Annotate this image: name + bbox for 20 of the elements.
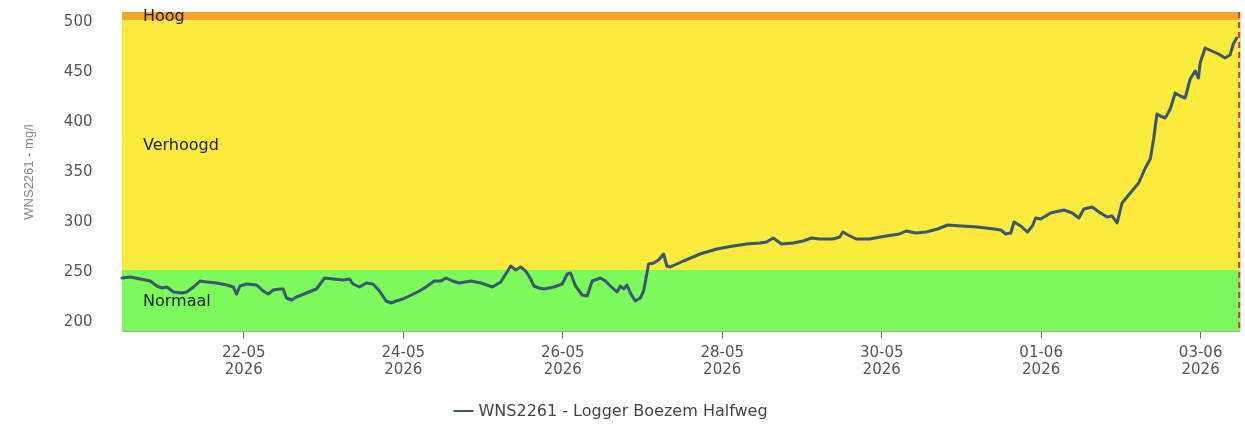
x-tick-label: 24-05 2026 — [381, 342, 426, 378]
y-tick-label: 500 — [63, 11, 93, 30]
x-tick-label: 01-06 2026 — [1019, 342, 1063, 378]
y-tick-label: 450 — [63, 61, 93, 80]
x-tick-label: 03-06 2026 — [1178, 342, 1223, 378]
band-label: Verhoogd — [143, 135, 219, 154]
x-tick-label: 22-05 2026 — [221, 342, 266, 378]
x-tick-label: 26-05 2026 — [540, 342, 585, 378]
band-label: Normaal — [143, 290, 211, 310]
legend-label: WNS2261 - Logger Boezem Halfweg — [478, 401, 768, 420]
y-tick-label: 300 — [63, 211, 93, 230]
y-tick-label: 200 — [63, 311, 93, 330]
line-series — [120, 36, 1239, 305]
y-tick-label: 400 — [63, 111, 93, 130]
band-label: Hoog — [143, 6, 185, 25]
x-tick-label: 30-05 2026 — [859, 342, 904, 378]
y-tick-label: 250 — [63, 261, 93, 280]
x-tick-label: 28-05 2026 — [700, 342, 744, 378]
y-axis-title: WNS2261 - mg/l — [20, 124, 36, 220]
y-tick-label: 350 — [63, 161, 93, 180]
